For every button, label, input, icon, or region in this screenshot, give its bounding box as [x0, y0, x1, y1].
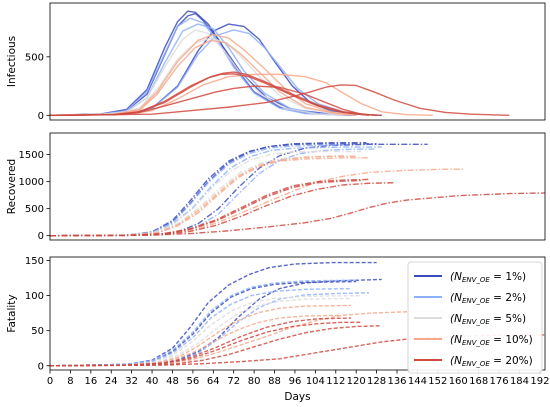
- series-line-13: [50, 85, 377, 117]
- x-tick-label: 96: [289, 376, 302, 387]
- x-tick-label: 24: [105, 376, 118, 387]
- plot-frame: [49, 2, 546, 121]
- x-tick-label: 120: [347, 376, 366, 387]
- x-tick-label: 0: [47, 376, 53, 387]
- series-line-13: [50, 325, 382, 367]
- series-line-0: [50, 12, 357, 117]
- series-line-8: [50, 39, 357, 117]
- x-tick-label: 128: [367, 376, 386, 387]
- legend: (NENV_OE = 1%) (NENV_OE = 2%) (NENV_OE = 5…: [407, 261, 543, 374]
- y-tick-label: 0: [38, 111, 44, 122]
- series-line-14: [50, 84, 510, 117]
- series-line-14: [50, 192, 545, 237]
- series-line-4: [50, 146, 382, 237]
- series-group: [50, 142, 545, 237]
- y-axis-label: Infectious: [6, 36, 18, 87]
- y-tick-label: 100: [25, 291, 44, 302]
- legend-entry: (NENV_OE = 2%): [414, 292, 526, 305]
- panel-top: 0 500 Infectious: [6, 2, 546, 122]
- series-line-8: [50, 157, 369, 237]
- y-axis-label: Recovered: [6, 159, 18, 214]
- x-tick-label: 192: [530, 376, 549, 387]
- x-tick-label: 168: [469, 376, 488, 387]
- series-line-5: [50, 292, 369, 367]
- x-tick-label: 32: [125, 376, 138, 387]
- series-line-11: [50, 317, 352, 367]
- series-line-7: [50, 37, 357, 117]
- series-line-6: [50, 29, 344, 117]
- x-tick-label: 88: [268, 376, 281, 387]
- x-tick-label: 112: [326, 376, 345, 387]
- x-tick-label: 152: [428, 376, 447, 387]
- y-axis-label: Fatality: [6, 294, 18, 332]
- legend-label: (NENV_OE = 10%): [450, 334, 533, 347]
- y-tick-label: 500: [25, 52, 44, 63]
- x-tick-label: 40: [146, 376, 159, 387]
- x-tick-label: 72: [227, 376, 240, 387]
- series-line-2: [50, 143, 428, 237]
- x-tick-label: 64: [207, 376, 220, 387]
- plot-frame: [49, 132, 546, 241]
- series-line-12: [50, 321, 362, 367]
- plot-frame: [49, 256, 546, 371]
- legend-label: (NENV_OE = 1%): [450, 271, 526, 284]
- x-tick-label: 144: [408, 376, 427, 387]
- x-tick-label: 80: [248, 376, 261, 387]
- x-tick-label: 8: [67, 376, 73, 387]
- x-tick-label: 184: [510, 376, 529, 387]
- y-tick-label: 50: [31, 326, 44, 337]
- legend-label: (NENV_OE = 2%): [450, 292, 526, 305]
- y-tick-label: 0: [38, 231, 44, 242]
- legend-label: (NENV_OE = 5%): [450, 313, 526, 326]
- legend-entry: (NENV_OE = 5%): [414, 313, 526, 326]
- series-line-12: [50, 179, 362, 237]
- series-line-3: [50, 17, 344, 117]
- x-tick-label: 136: [387, 376, 406, 387]
- series-line-12: [50, 73, 370, 117]
- x-tick-label: 48: [166, 376, 179, 387]
- x-tick-label: 16: [84, 376, 97, 387]
- y-tick-label: 1500: [19, 150, 44, 161]
- y-tick-label: 150: [25, 256, 44, 267]
- series-line-10: [50, 73, 433, 117]
- y-tick-label: 1000: [19, 177, 44, 188]
- series-line-3: [50, 144, 344, 237]
- x-axis-label: Days: [284, 391, 310, 403]
- legend-entry: (NENV_OE = 1%): [414, 271, 526, 284]
- series-group: [50, 10, 510, 117]
- y-tick-label: 0: [38, 361, 44, 372]
- series-line-5: [50, 29, 370, 117]
- series-line-11: [50, 178, 369, 237]
- x-tick-label: 56: [187, 376, 200, 387]
- series-group: [50, 261, 545, 367]
- legend-box: [407, 261, 543, 374]
- x-tick-label: 176: [490, 376, 509, 387]
- legend-entry: (NENV_OE = 10%): [414, 334, 533, 347]
- series-line-2: [50, 278, 382, 367]
- x-tick-label: 160: [449, 376, 468, 387]
- legend-entry: (NENV_OE = 20%): [414, 355, 533, 368]
- series-line-1: [50, 10, 357, 117]
- legend-label: (NENV_OE = 20%): [450, 355, 533, 368]
- series-line-9: [50, 33, 357, 117]
- x-tick-label: 104: [306, 376, 325, 387]
- series-line-4: [50, 287, 352, 367]
- y-tick-label: 500: [25, 204, 44, 215]
